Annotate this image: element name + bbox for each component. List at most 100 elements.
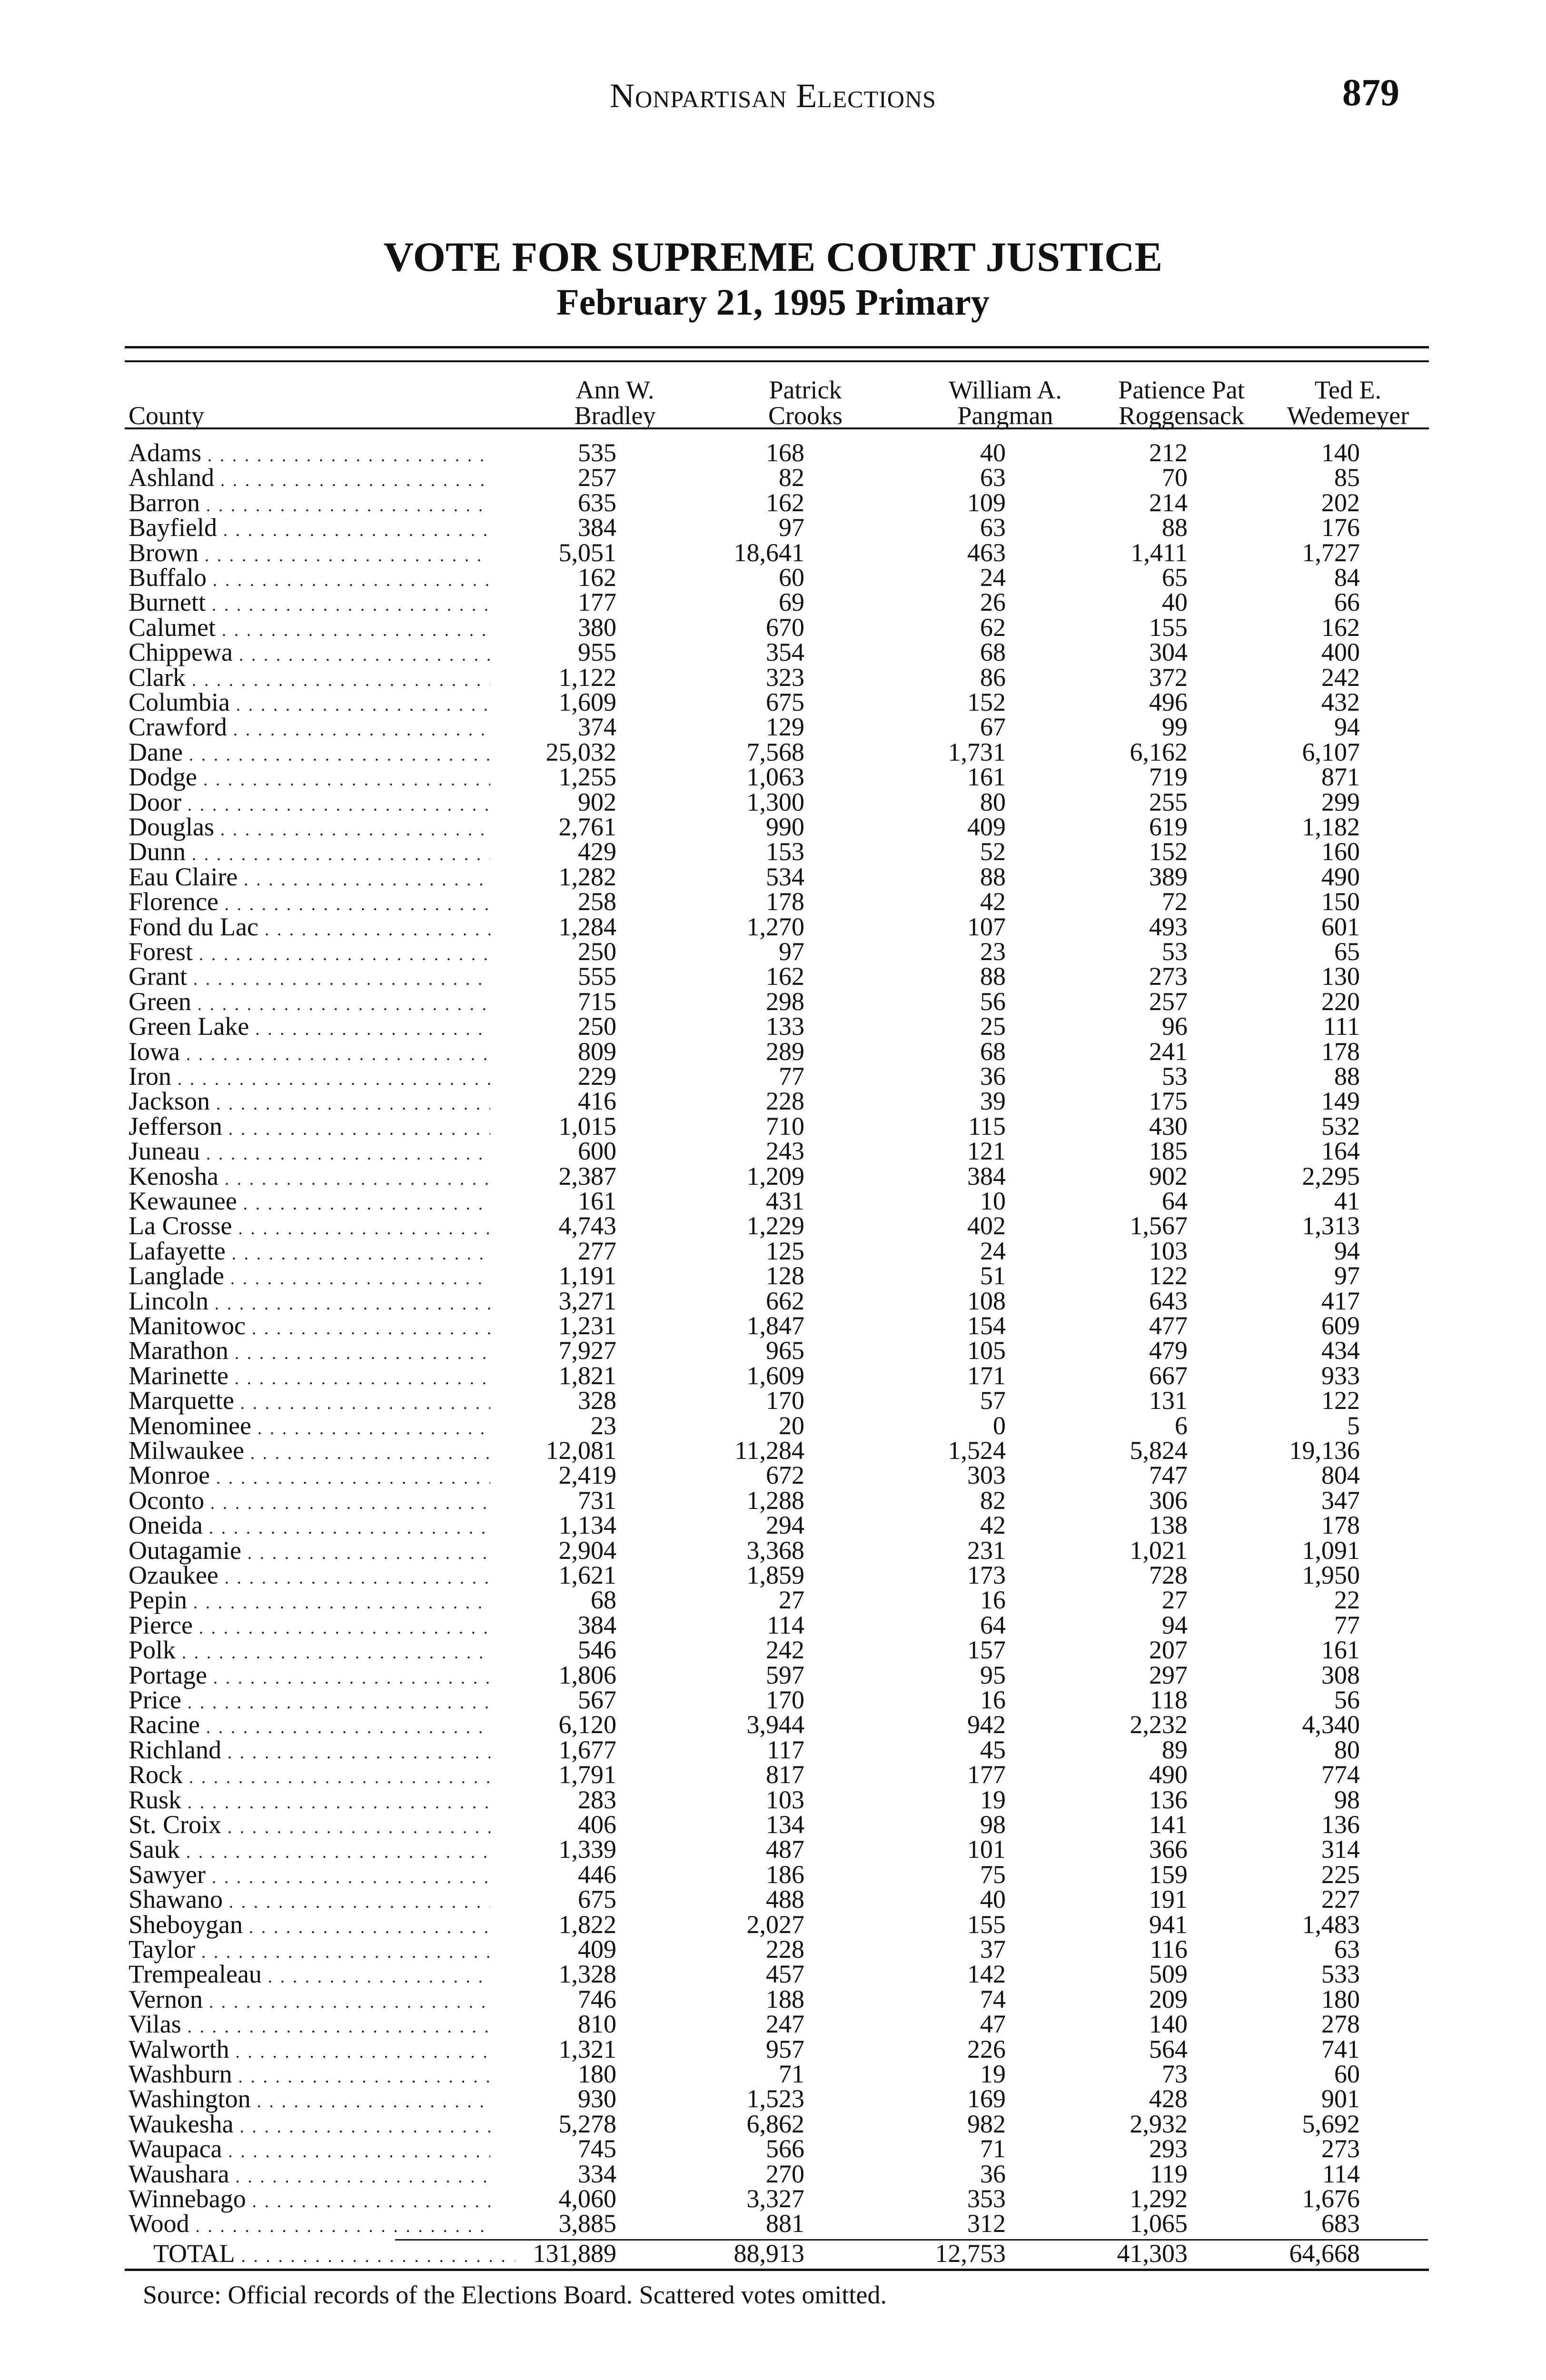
vote-count: 532 bbox=[1321, 1112, 1360, 1140]
table-row: Portage 1,806 597 95 297 308 bbox=[125, 1661, 1429, 1689]
table-row: Langlade 1,191 128 51 122 97 bbox=[125, 1261, 1429, 1290]
county-name: Douglas bbox=[129, 814, 490, 842]
county-name: Columbia bbox=[129, 690, 490, 717]
county-name: Milwaukee bbox=[129, 1438, 490, 1466]
vote-count: 683 bbox=[1321, 2209, 1360, 2238]
table-row: Dane 25,032 7,568 1,731 6,162 6,107 bbox=[125, 739, 1429, 767]
vote-count: 2,932 bbox=[1130, 2110, 1188, 2138]
vote-count: 675 bbox=[766, 688, 804, 716]
vote-count: 871 bbox=[1321, 763, 1360, 791]
vote-count: 88 bbox=[1162, 513, 1188, 542]
vote-count: 65 bbox=[1334, 937, 1360, 966]
county-name: Vilas bbox=[129, 2012, 490, 2039]
vote-count: 1,284 bbox=[558, 912, 617, 941]
candidate-header-bradley: Ann W. Bradley bbox=[544, 377, 686, 428]
vote-count: 160 bbox=[1321, 837, 1360, 866]
vote-count: 715 bbox=[578, 987, 616, 1016]
candidate-last-name: Bradley bbox=[574, 401, 656, 430]
table-row: Sauk 1,339 487 101 366 314 bbox=[125, 1835, 1429, 1864]
vote-count: 3,944 bbox=[746, 1710, 805, 1739]
vote-count: 902 bbox=[1149, 1162, 1188, 1190]
county-name: Sheboygan bbox=[129, 1912, 490, 1940]
vote-count: 1,339 bbox=[558, 1835, 617, 1864]
vote-count: 299 bbox=[1321, 788, 1360, 816]
page-number: 879 bbox=[1342, 72, 1399, 114]
vote-count: 746 bbox=[578, 1985, 616, 2013]
vote-count: 72 bbox=[1162, 887, 1188, 916]
table-row: Waushara 334 270 36 119 114 bbox=[125, 2160, 1429, 2188]
vote-count: 75 bbox=[980, 1860, 1006, 1889]
vote-count: 719 bbox=[1149, 763, 1188, 791]
county-name: Kewaunee bbox=[129, 1189, 490, 1216]
vote-count: 37 bbox=[980, 1935, 1006, 1964]
source-note: Source: Official records of the Election… bbox=[143, 2281, 887, 2309]
vote-count: 1,270 bbox=[746, 912, 805, 941]
vote-count: 675 bbox=[578, 1885, 616, 1914]
vote-count: 380 bbox=[578, 613, 616, 642]
vote-count: 178 bbox=[1321, 1511, 1360, 1539]
county-name: Jefferson bbox=[129, 1114, 490, 1141]
vote-count: 71 bbox=[779, 2060, 804, 2088]
vote-count: 1,524 bbox=[948, 1436, 1006, 1465]
vote-count: 109 bbox=[967, 488, 1006, 517]
vote-count: 366 bbox=[1149, 1835, 1188, 1864]
table-row: Waukesha 5,278 6,862 982 2,932 5,692 bbox=[125, 2110, 1429, 2138]
vote-count: 3,368 bbox=[746, 1536, 805, 1565]
vote-count: 22 bbox=[1334, 1586, 1360, 1614]
vote-count: 164 bbox=[1321, 1137, 1360, 1165]
table-row: Dodge 1,255 1,063 161 719 871 bbox=[125, 763, 1429, 791]
vote-count: 6,120 bbox=[558, 1710, 617, 1739]
vote-count: 555 bbox=[578, 962, 616, 991]
vote-count: 12,753 bbox=[935, 2239, 1006, 2268]
county-name: Jackson bbox=[129, 1089, 490, 1116]
county-name: Adams bbox=[129, 440, 490, 468]
vote-count: 125 bbox=[766, 1237, 804, 1265]
vote-count: 270 bbox=[766, 2160, 804, 2188]
vote-count: 463 bbox=[967, 538, 1006, 567]
vote-count: 258 bbox=[578, 887, 616, 916]
vote-count: 162 bbox=[578, 563, 616, 592]
vote-count: 40 bbox=[980, 438, 1006, 467]
vote-count: 188 bbox=[766, 1985, 804, 2013]
table-row: Winnebago 4,060 3,327 353 1,292 1,676 bbox=[125, 2186, 1429, 2211]
vote-count: 186 bbox=[766, 1860, 804, 1889]
vote-count: 161 bbox=[967, 763, 1006, 791]
vote-count: 509 bbox=[1149, 1960, 1188, 1988]
vote-count: 5,824 bbox=[1130, 1436, 1188, 1465]
table-row: Vernon 746 188 74 209 180 bbox=[125, 1985, 1429, 2013]
vote-count: 1,021 bbox=[1130, 1536, 1188, 1565]
county-name: Washington bbox=[129, 2086, 490, 2114]
vote-count: 77 bbox=[1334, 1611, 1360, 1639]
vote-count: 546 bbox=[578, 1636, 616, 1664]
vote-count: 430 bbox=[1149, 1112, 1188, 1140]
county-name: Iowa bbox=[129, 1039, 490, 1067]
candidate-first-name: William A. bbox=[949, 376, 1062, 404]
vote-count: 434 bbox=[1321, 1336, 1360, 1365]
candidate-header-pangman: William A. Pangman bbox=[924, 377, 1086, 428]
vote-count: 306 bbox=[1149, 1486, 1188, 1515]
running-head: Nonpartisan Elections bbox=[610, 77, 936, 115]
vote-count: 121 bbox=[967, 1137, 1006, 1165]
vote-count: 71 bbox=[980, 2134, 1006, 2163]
vote-count: 1,609 bbox=[558, 688, 617, 716]
total-rule bbox=[395, 2239, 1428, 2241]
table-row: Green Lake 250 133 25 96 111 bbox=[125, 1013, 1429, 1039]
table-row: Door 902 1,300 80 255 299 bbox=[125, 788, 1429, 816]
vote-count: 2,027 bbox=[746, 1910, 805, 1939]
vote-count: 1,255 bbox=[558, 763, 617, 791]
vote-count: 409 bbox=[578, 1935, 616, 1964]
table-row: Buffalo 162 60 24 65 84 bbox=[125, 565, 1429, 590]
vote-count: 810 bbox=[578, 2010, 616, 2038]
vote-count: 4,743 bbox=[558, 1211, 617, 1240]
table-row: Kenosha 2,387 1,209 384 902 2,295 bbox=[125, 1162, 1429, 1190]
vote-count: 178 bbox=[1321, 1037, 1360, 1066]
vote-count: 297 bbox=[1149, 1661, 1188, 1689]
county-name: Dane bbox=[129, 740, 490, 767]
vote-count: 901 bbox=[1321, 2084, 1360, 2113]
vote-count: 130 bbox=[1321, 962, 1360, 991]
vote-count: 98 bbox=[1334, 1785, 1360, 1814]
vote-count: 141 bbox=[1149, 1810, 1188, 1839]
vote-count: 129 bbox=[766, 713, 804, 741]
vote-count: 1,191 bbox=[558, 1261, 617, 1290]
vote-count: 161 bbox=[1321, 1636, 1360, 1664]
